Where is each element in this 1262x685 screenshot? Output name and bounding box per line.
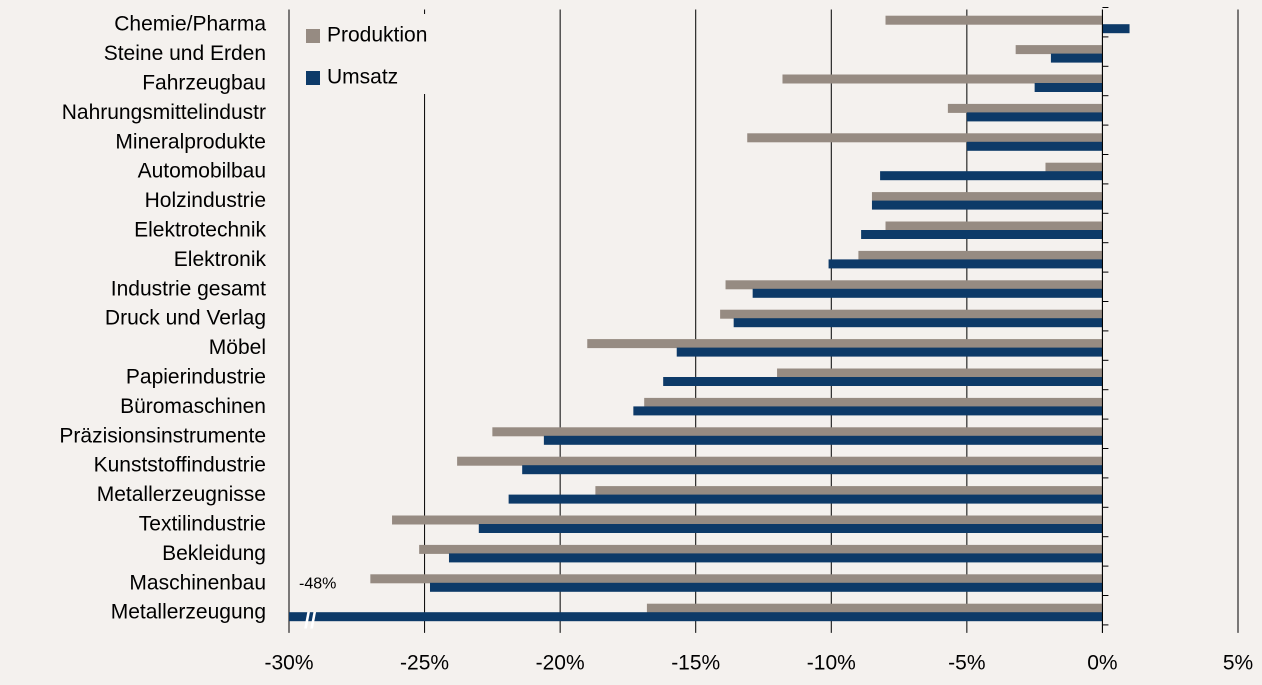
bar	[587, 339, 1103, 349]
x-tick-label: -30%	[264, 652, 313, 675]
y-tick-label: Steine und Erden	[104, 42, 266, 65]
y-tick-label: Metallerzeugnisse	[97, 483, 266, 506]
bar	[885, 15, 1103, 25]
bar	[663, 377, 1103, 386]
legend-label: Produktion	[327, 24, 427, 47]
bar	[644, 397, 1103, 407]
y-tick-label: Büromaschinen	[120, 395, 266, 418]
bar	[1050, 53, 1103, 63]
y-tick-label: Möbel	[209, 336, 266, 359]
bar	[370, 574, 1103, 584]
y-tick-label: Metallerzeugung	[111, 601, 266, 624]
bar	[646, 603, 1103, 613]
bar	[595, 486, 1103, 496]
axis-break: //	[304, 608, 316, 633]
y-tick-label: Elektronik	[174, 248, 267, 271]
y-tick-label: Automobilbau	[138, 160, 266, 183]
x-tick-label: -25%	[400, 652, 449, 675]
legend-swatch	[306, 71, 320, 85]
bar	[289, 612, 1103, 622]
bar	[478, 524, 1103, 533]
x-tick-label: 0%	[1087, 652, 1117, 675]
bar	[947, 103, 1103, 113]
bar	[720, 309, 1103, 319]
bar	[543, 435, 1103, 445]
bar	[777, 368, 1103, 378]
bar	[880, 171, 1103, 181]
y-tick-label: Druck und Verlag	[105, 307, 266, 330]
bar	[457, 456, 1103, 466]
y-tick-label: Holzindustrie	[145, 189, 266, 212]
y-tick-label: Industrie gesamt	[111, 277, 266, 300]
y-tick-label: Präzisionsinstrumente	[59, 424, 266, 447]
bar	[633, 406, 1103, 416]
bar	[733, 318, 1103, 328]
x-tick-label: -20%	[536, 652, 585, 675]
bar	[966, 141, 1103, 151]
bar	[871, 200, 1103, 210]
bar	[522, 465, 1103, 475]
x-tick-label: 5%	[1223, 652, 1253, 675]
bar	[448, 553, 1103, 563]
legend-label: Umsatz	[327, 66, 398, 89]
bar	[1034, 83, 1103, 92]
y-tick-label: Textilindustrie	[139, 513, 266, 536]
bar	[885, 221, 1103, 231]
legend-swatch	[306, 29, 320, 43]
bar	[966, 112, 1103, 122]
bar	[782, 74, 1103, 84]
y-tick-label: Nahrungsmittelindustr	[62, 101, 266, 124]
y-tick-label: Papierindustrie	[126, 366, 266, 389]
legend-background	[293, 14, 463, 94]
y-tick-label: Chemie/Pharma	[114, 13, 266, 36]
y-tick-label: Mineralprodukte	[115, 130, 266, 153]
x-tick-label: -15%	[671, 652, 720, 675]
bar	[871, 192, 1103, 202]
bar	[392, 515, 1103, 525]
bar	[858, 250, 1103, 260]
bar	[429, 582, 1103, 592]
y-tick-label: Bekleidung	[162, 542, 266, 565]
x-tick-label: -10%	[807, 652, 856, 675]
data-label: -48%	[299, 575, 336, 592]
bar	[1015, 45, 1103, 55]
bar	[752, 288, 1103, 298]
y-tick-label: Maschinenbau	[129, 571, 266, 594]
bar	[419, 544, 1103, 554]
x-tick-label: -5%	[948, 652, 985, 675]
bar	[676, 347, 1103, 357]
bar	[492, 427, 1103, 437]
bar	[747, 133, 1103, 143]
bar	[1102, 24, 1130, 34]
bar	[725, 280, 1103, 290]
bar	[1045, 162, 1103, 172]
bar	[828, 259, 1103, 269]
y-tick-label: Elektrotechnik	[134, 219, 266, 242]
bar	[508, 494, 1103, 504]
y-tick-label: Fahrzeugbau	[142, 72, 266, 95]
y-tick-label: Kunststoffindustrie	[94, 454, 266, 477]
bar	[861, 230, 1103, 239]
